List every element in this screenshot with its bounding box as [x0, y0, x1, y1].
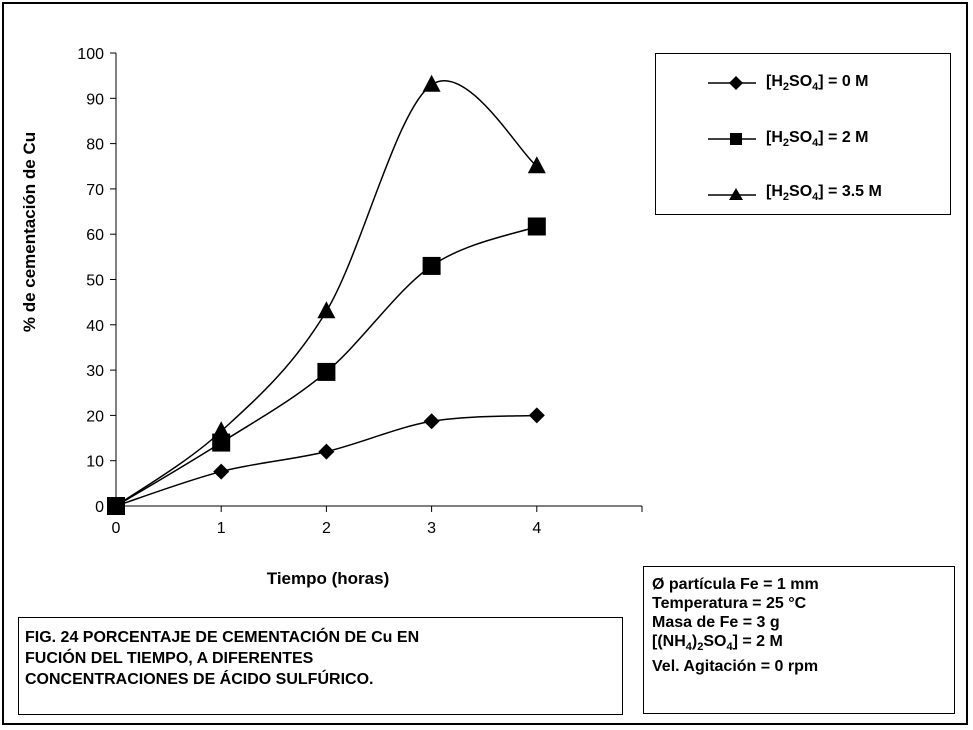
- data-point-triangle: [107, 496, 125, 513]
- param-temperature: Temperatura = 25 °C: [652, 595, 807, 612]
- param-ammonium-sulfate: [(NH4)2SO4] = 2 M: [652, 633, 783, 654]
- series-line-h2so4-0-m: [115, 414, 537, 507]
- param-iron-mass: Masa de Fe = 3 g: [652, 614, 780, 631]
- x-tick-label: 0: [112, 520, 121, 537]
- data-point-diamond: [423, 413, 440, 430]
- caption-line-1: FIG. 24 PORCENTAJE DE CEMENTACIÓN DE Cu …: [25, 629, 420, 646]
- legend-square-marker-icon: [708, 133, 756, 145]
- y-tick-label: 20: [86, 408, 104, 425]
- param-agitation-speed: Vel. Agitación = 0 rpm: [652, 658, 819, 676]
- legend-label-2m: [H2SO4] = 2 M: [766, 129, 869, 150]
- chart-series-lines: [115, 80, 538, 507]
- caption-line-2: FUCIÓN DEL TIEMPO, A DIFERENTES: [25, 650, 314, 667]
- legend-label-3-5m: [H2SO4] = 3.5 M: [766, 183, 882, 204]
- y-tick-label: 80: [86, 137, 104, 154]
- data-point-square: [317, 362, 336, 381]
- y-tick-label: 70: [86, 182, 104, 199]
- data-point-triangle: [527, 156, 546, 174]
- data-point-triangle: [422, 74, 441, 92]
- data-point-diamond: [528, 407, 545, 424]
- legend-item-2m: [H2SO4] = 2 M: [656, 125, 950, 155]
- legend-item-0m: [H2SO4] = 0 M: [656, 69, 950, 99]
- chart-markers: [107, 74, 546, 515]
- data-point-diamond: [318, 443, 335, 460]
- y-tick-label: 100: [77, 46, 104, 63]
- data-point-triangle: [317, 301, 336, 319]
- data-point-triangle: [212, 421, 231, 439]
- y-tick-label: 30: [86, 363, 104, 380]
- y-tick-label: 60: [86, 227, 104, 244]
- y-tick-label: 10: [86, 454, 104, 471]
- param-particle-size: Ø partícula Fe = 1 mm: [652, 576, 819, 593]
- x-tick-label: 1: [217, 520, 226, 537]
- x-tick-label: 3: [427, 520, 436, 537]
- y-tick-label: 0: [95, 499, 104, 516]
- data-point-square: [422, 256, 441, 275]
- series-line-h2so4-3-5-m: [115, 80, 538, 507]
- experimental-conditions-box: Ø partícula Fe = 1 mm Temperatura = 25 °…: [643, 566, 955, 714]
- y-tick-label: 40: [86, 318, 104, 335]
- legend-diamond-marker-icon: [708, 76, 756, 90]
- data-point-square: [527, 217, 546, 236]
- legend-label-0m: [H2SO4] = 0 M: [766, 73, 869, 94]
- y-tick-label: 90: [86, 91, 104, 108]
- x-axis-title: Tiempo (horas): [267, 569, 389, 588]
- legend-triangle-marker-icon: [708, 188, 756, 200]
- legend-item-3-5m: [H2SO4] = 3.5 M: [656, 179, 950, 209]
- chart-axes: 0 10 20 30 40 50 60 70 80 90 100 0 1 2 3 4: [77, 46, 643, 537]
- y-axis-title: % de cementación de Cu: [20, 132, 39, 332]
- figure-caption: FIG. 24 PORCENTAJE DE CEMENTACIÓN DE Cu …: [18, 617, 623, 715]
- x-tick-label: 2: [322, 520, 331, 537]
- y-tick-label: 50: [86, 273, 104, 290]
- x-tick-label: 4: [532, 520, 541, 537]
- data-point-diamond: [213, 463, 230, 480]
- chart-legend: [H2SO4] = 0 M [H2SO4] = 2 M [H2SO4] = 3.…: [655, 53, 951, 215]
- caption-line-3: CONCENTRACIONES DE ÁCIDO SULFÚRICO.: [25, 671, 374, 688]
